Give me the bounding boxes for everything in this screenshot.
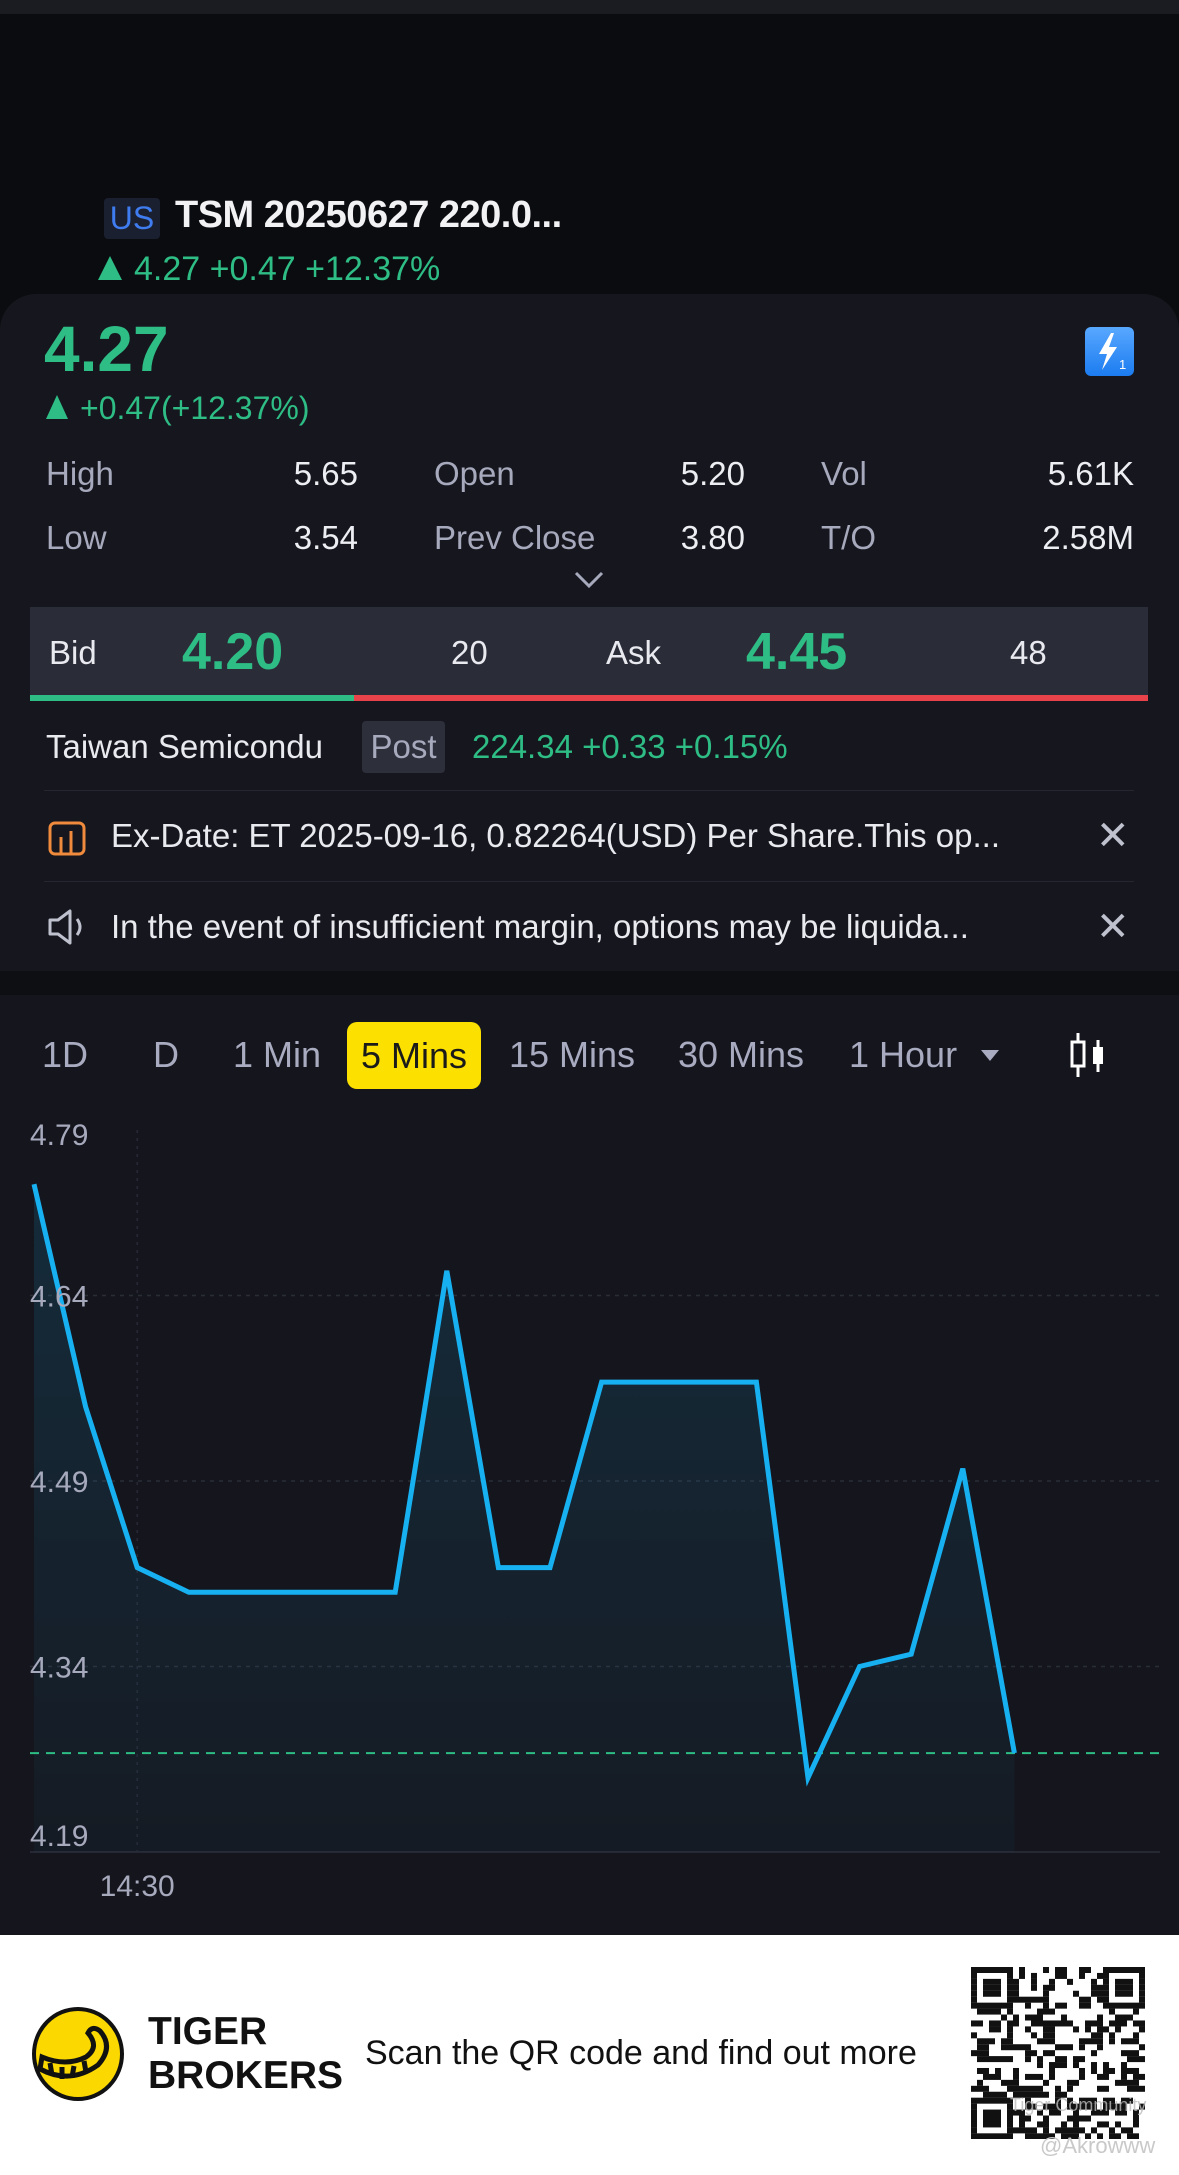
x-tick-label: 14:30 bbox=[100, 1870, 175, 1900]
price-chart[interactable]: 4.79 4.64 4.49 4.34 4.19 14:30 bbox=[0, 1100, 1179, 1900]
divider bbox=[44, 790, 1134, 791]
watermark-text: @Akrowww bbox=[1040, 2133, 1156, 2158]
stat-value-open: 5.20 bbox=[680, 455, 745, 492]
bid-size: 20 bbox=[451, 634, 488, 671]
y-tick-label: 4.79 bbox=[30, 1119, 88, 1152]
dividend-chart-icon bbox=[47, 817, 87, 862]
y-tick-label: 4.34 bbox=[30, 1652, 88, 1685]
tab-15-mins[interactable]: 15 Mins bbox=[509, 1034, 636, 1075]
stat-value-turnover: 2.58M bbox=[1042, 519, 1134, 556]
y-tick-label: 4.64 bbox=[30, 1281, 88, 1314]
bid-volume-bar bbox=[30, 695, 355, 701]
ask-label: Ask bbox=[606, 634, 662, 671]
price-area-fill bbox=[34, 1184, 1015, 1852]
bid-price[interactable]: 4.20 bbox=[182, 623, 284, 681]
brand-line-1: TIGER bbox=[148, 2010, 268, 2053]
brand-line-2: BROKERS bbox=[148, 2054, 344, 2097]
qr-watermark: Tiger Community bbox=[1010, 2095, 1147, 2115]
tab-1-min[interactable]: 1 Min bbox=[233, 1034, 322, 1075]
market-badge: US bbox=[104, 198, 160, 239]
tab-30-mins[interactable]: 30 Mins bbox=[678, 1034, 805, 1075]
tiger-brokers-logo bbox=[30, 2005, 126, 2108]
notice-text[interactable]: Ex-Date: ET 2025-09-16, 0.82264(USD) Per… bbox=[111, 817, 1001, 854]
last-price: 4.27 bbox=[44, 313, 169, 385]
cta-text: Scan the QR code and find out more bbox=[365, 2034, 917, 2072]
price-change: +0.47(+12.37%) bbox=[46, 390, 310, 427]
candlestick-icon[interactable] bbox=[1066, 1030, 1110, 1085]
y-tick-label: 4.49 bbox=[30, 1466, 88, 1499]
header-quote-text: 4.27 +0.47 +12.37% bbox=[134, 250, 441, 288]
dropdown-caret-icon[interactable] bbox=[981, 1049, 999, 1067]
qr-code[interactable] bbox=[971, 1967, 1146, 2139]
y-tick-label: 4.19 bbox=[30, 1820, 88, 1853]
ask-price[interactable]: 4.45 bbox=[746, 623, 848, 681]
bid-label: Bid bbox=[49, 634, 97, 671]
tab-5-mins[interactable]: 5 Mins bbox=[347, 1022, 482, 1089]
stat-value-vol: 5.61K bbox=[1047, 455, 1134, 492]
stat-value-high: 5.65 bbox=[293, 455, 358, 492]
session-badge: Post bbox=[362, 721, 445, 773]
expand-chevron-icon[interactable] bbox=[573, 570, 605, 595]
price-change-text: +0.47(+12.37%) bbox=[80, 390, 310, 426]
speaker-icon bbox=[46, 907, 88, 952]
ask-size: 48 bbox=[1010, 634, 1047, 671]
stat-label-high: High bbox=[46, 455, 114, 492]
divider bbox=[44, 881, 1134, 882]
notice-text[interactable]: In the event of insufficient margin, opt… bbox=[111, 908, 969, 945]
underlying-name[interactable]: Taiwan Semicondu bbox=[46, 728, 323, 765]
stat-label-vol: Vol bbox=[821, 455, 867, 492]
contract-title[interactable]: TSM 20250627 220.0... bbox=[175, 194, 562, 236]
brand-name: TIGER BROKERS bbox=[148, 2010, 343, 2098]
underlying-quote: 224.34 +0.33 +0.15% bbox=[472, 728, 788, 765]
status-strip bbox=[0, 0, 1179, 14]
close-icon[interactable]: ✕ bbox=[1096, 814, 1130, 858]
stat-label-low: Low bbox=[46, 519, 107, 556]
up-arrow-icon bbox=[46, 395, 68, 419]
stat-value-low: 3.54 bbox=[293, 519, 358, 556]
stat-label-turnover: T/O bbox=[821, 519, 876, 556]
section-gap bbox=[0, 971, 1179, 995]
stat-value-prev-close: 3.80 bbox=[680, 519, 745, 556]
tab-d[interactable]: D bbox=[153, 1034, 179, 1075]
svg-text:1: 1 bbox=[1119, 357, 1126, 372]
tab-1-hour[interactable]: 1 Hour bbox=[849, 1034, 958, 1075]
tab-1d[interactable]: 1D bbox=[42, 1034, 89, 1075]
ask-volume-bar bbox=[354, 695, 1148, 701]
close-icon[interactable]: ✕ bbox=[1096, 905, 1130, 949]
price-line bbox=[31, 1183, 1017, 1787]
bid-ask-bar bbox=[30, 607, 1148, 700]
lightning-trade-icon[interactable]: 1 bbox=[1085, 327, 1134, 376]
header-quote: 4.27 +0.47 +12.37% bbox=[98, 250, 440, 289]
stat-label-prev-close: Prev Close bbox=[434, 519, 596, 556]
up-arrow-icon bbox=[98, 256, 122, 280]
stat-label-open: Open bbox=[434, 455, 515, 492]
